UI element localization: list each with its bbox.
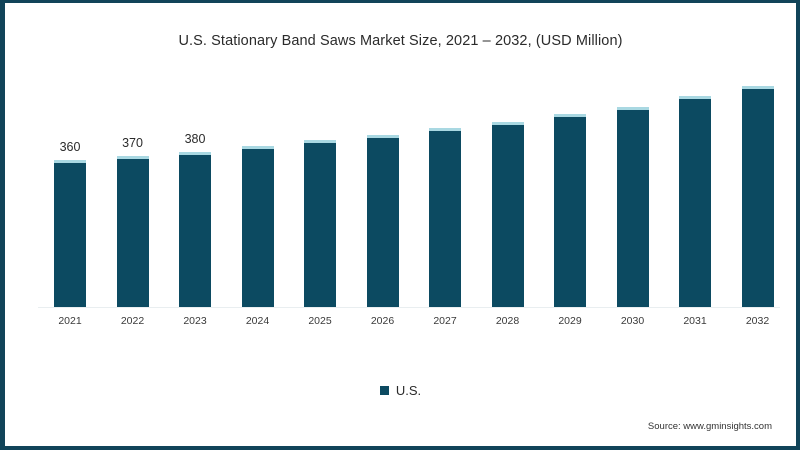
bar-2021	[54, 78, 86, 308]
legend-label-us: U.S.	[395, 383, 422, 398]
bar-2032	[741, 78, 774, 308]
bar-2031	[679, 78, 711, 308]
chart-legend: U.S.	[5, 383, 796, 398]
bar-rect-2029	[554, 114, 586, 308]
bar-rect-2025	[304, 140, 336, 308]
bar-value-label-2021: 360	[59, 140, 81, 155]
chart-title: U.S. Stationary Band Saws Market Size, 2…	[178, 33, 623, 49]
x-tick-2023: 2023	[183, 315, 207, 327]
x-tick-2024: 2024	[245, 315, 270, 327]
bar-rect-2026	[366, 134, 399, 308]
x-axis-line	[38, 307, 780, 308]
bar-rect-2030	[616, 106, 649, 308]
bar-2029	[554, 78, 586, 308]
x-tick-2031: 2031	[683, 315, 707, 327]
bar-rect-2027	[429, 128, 461, 308]
bar-rect-2031	[679, 96, 711, 308]
x-tick-2026: 2026	[370, 315, 395, 327]
bar-rect-2021	[54, 160, 86, 308]
bar-2028	[491, 78, 524, 308]
bar-value-label-2023: 380	[184, 131, 206, 146]
bar-2022	[116, 78, 149, 308]
source-attribution: Source: www.gminsights.com	[647, 421, 772, 432]
x-tick-2032: 2032	[745, 315, 770, 327]
bar-rect-2028	[491, 122, 524, 308]
x-tick-2027: 2027	[433, 315, 457, 327]
x-tick-2030: 2030	[620, 315, 645, 327]
bar-2025	[304, 78, 336, 308]
bar-2030	[616, 78, 649, 308]
bar-rect-2032	[741, 85, 774, 308]
bar-2023	[179, 78, 211, 308]
bar-2024	[241, 78, 274, 308]
x-tick-2029: 2029	[558, 315, 582, 327]
bar-2027	[429, 78, 461, 308]
chart-canvas: U.S. Stationary Band Saws Market Size, 2…	[5, 3, 796, 446]
x-tick-2022: 2022	[120, 315, 145, 327]
bar-rect-2023	[179, 151, 211, 308]
x-tick-2028: 2028	[495, 315, 520, 327]
x-tick-2021: 2021	[58, 315, 82, 327]
x-tick-2025: 2025	[308, 315, 332, 327]
bar-rect-2024	[241, 146, 274, 308]
bar-rect-2022	[116, 156, 149, 308]
bar-value-label-2022: 370	[122, 136, 143, 151]
plot-area	[38, 78, 778, 308]
legend-swatch-us	[379, 386, 389, 395]
bar-2026	[366, 78, 399, 308]
